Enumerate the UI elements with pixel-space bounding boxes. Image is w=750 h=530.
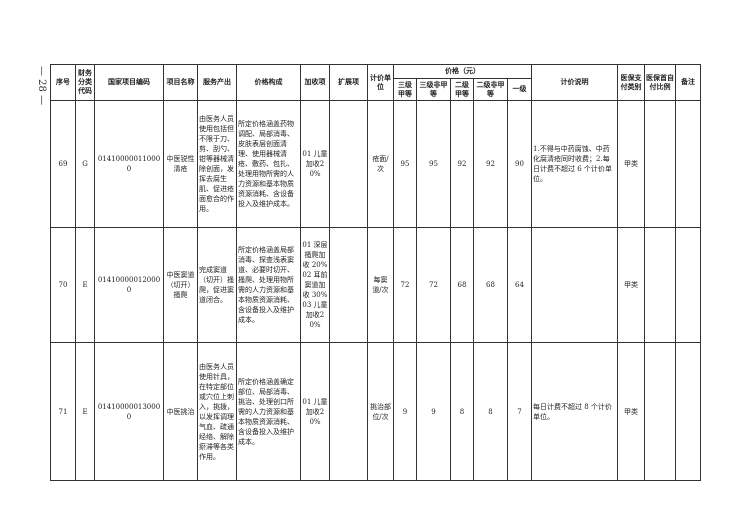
cell-p1: 95 [393, 100, 417, 228]
cell-ins-ratio [644, 342, 677, 481]
cell-fin-code: G [75, 100, 95, 228]
cell-ins-ratio [644, 100, 677, 228]
col-unit: 计价单位 [367, 64, 394, 101]
cell-p4: 8 [473, 342, 508, 481]
col-seq: 序号 [50, 64, 76, 101]
col-name: 项目名称 [163, 64, 198, 101]
col-ext: 扩展项 [329, 64, 368, 101]
cell-name: 中医挑治 [163, 342, 198, 481]
col-ins-cat: 医保支付类别 [617, 64, 646, 101]
table-row: 70 E 014100000120000 中医窦道（切开）搔爬 完成窦道（切开）… [50, 227, 702, 343]
cell-nat-code: 014100000120000 [94, 227, 164, 343]
cell-unit: 挑治部位/次 [367, 342, 394, 481]
cell-p2: 72 [416, 227, 451, 343]
cell-surcharge: 01 深层搔爬加收 20% 02 耳前窦道加收 30% 03 儿童加收20% [300, 227, 330, 343]
col-ins-ratio: 医保首自付比例 [644, 64, 677, 101]
cell-note [675, 100, 702, 228]
cell-price-comp: 所定价格涵盖确定部位、局部消毒、挑治、处理创口所需的人力资源和基本物质资源消耗、… [236, 342, 301, 481]
cell-seq: 70 [50, 227, 76, 343]
col-note: 备注 [675, 64, 702, 101]
col-service: 服务产出 [197, 64, 237, 101]
cell-seq: 69 [50, 100, 76, 228]
header-row: 序号 财务分类代码 国家项目编码 项目名称 服务产出 价格构成 加收项 扩展项 … [50, 64, 702, 101]
cell-nat-code: 014100000130000 [94, 342, 164, 481]
col-price: 价格（元） [392, 64, 533, 79]
cell-nat-code: 014100000110000 [94, 100, 164, 228]
cell-p1: 72 [393, 227, 417, 343]
cell-service: 由医务人员使用针具，在特定部位或穴位上刺入，挑拨，以发挥调理气血、疏通经络、解除… [197, 342, 237, 481]
cell-p3: 92 [450, 100, 474, 228]
price-table: 序号 财务分类代码 国家项目编码 项目名称 服务产出 价格构成 加收项 扩展项 … [50, 64, 702, 481]
cell-ins-ratio [644, 227, 677, 343]
cell-ins-cat: 甲类 [617, 100, 646, 228]
cell-desc: 1.不得与中药腐蚀、中药化腐清疮同时收费；2.每日计费不超过 6 个计价单位。 [531, 100, 619, 228]
cell-p2: 95 [416, 100, 451, 228]
cell-name: 中医锐性清疮 [163, 100, 198, 228]
table-row: 69 G 014100000110000 中医锐性清疮 由医务人员使用包括但不限… [50, 100, 702, 228]
cell-fin-code: E [75, 342, 95, 481]
cell-p2: 9 [416, 342, 451, 481]
cell-seq: 71 [50, 342, 76, 481]
col-p1: 三级甲等 [393, 78, 417, 101]
cell-surcharge: 01 儿童加收20% [300, 100, 330, 228]
cell-ext [329, 342, 368, 481]
cell-p4: 92 [473, 100, 508, 228]
cell-p1: 9 [393, 342, 417, 481]
cell-service: 由医务人员使用包括但不限于刀、剪、刮勺、钳等器械清除创面，发挥去腐生肌、促进疮面… [197, 100, 237, 228]
cell-p4: 68 [473, 227, 508, 343]
cell-unit: 每窦道/次 [367, 227, 394, 343]
cell-ins-cat: 甲类 [617, 227, 646, 343]
cell-price-comp: 所定价格涵盖局部消毒、探查浅表窦道、必要时切开、搔爬、处理用物所需的人力资源和基… [236, 227, 301, 343]
cell-p5: 64 [506, 227, 533, 343]
cell-ext [329, 227, 368, 343]
cell-p3: 8 [450, 342, 474, 481]
cell-ext [329, 100, 368, 228]
col-nat-code: 国家项目编码 [94, 64, 164, 101]
cell-p3: 68 [450, 227, 474, 343]
cell-desc [531, 227, 619, 343]
cell-ins-cat: 甲类 [617, 342, 646, 481]
cell-p5: 90 [506, 100, 533, 228]
header-subrow: 三级甲等 三级非甲等 二级甲等 二级非甲等 一级 [51, 78, 701, 101]
cell-price-comp: 所定价格涵盖药物调配、局部消毒、皮肤表层创面清理、使用器械清疮、敷药、包扎、处理… [236, 100, 301, 228]
cell-fin-code: E [75, 227, 95, 343]
cell-desc: 每日计费不超过 8 个计价单位。 [531, 342, 619, 481]
page-number: — 28 — [36, 66, 47, 106]
cell-service: 完成窦道（切开）搔爬，促进窦道闭合。 [197, 227, 237, 343]
table-row: 71 E 014100000130000 中医挑治 由医务人员使用针具，在特定部… [50, 342, 702, 481]
cell-p5: 7 [506, 342, 533, 481]
cell-unit: 疮面/次 [367, 100, 394, 228]
cell-name: 中医窦道（切开）搔爬 [163, 227, 198, 343]
col-desc: 计价说明 [531, 64, 619, 101]
col-p2: 三级非甲等 [416, 78, 451, 101]
col-fin-code: 财务分类代码 [75, 64, 95, 101]
col-p3: 二级甲等 [450, 78, 474, 101]
cell-note [675, 342, 702, 481]
col-p5: 一级 [506, 78, 533, 101]
col-price-comp: 价格构成 [236, 64, 301, 101]
col-p4: 二级非甲等 [473, 78, 508, 101]
col-surcharge: 加收项 [300, 64, 330, 101]
cell-note [675, 227, 702, 343]
cell-surcharge: 01 儿童加收20% [300, 342, 330, 481]
